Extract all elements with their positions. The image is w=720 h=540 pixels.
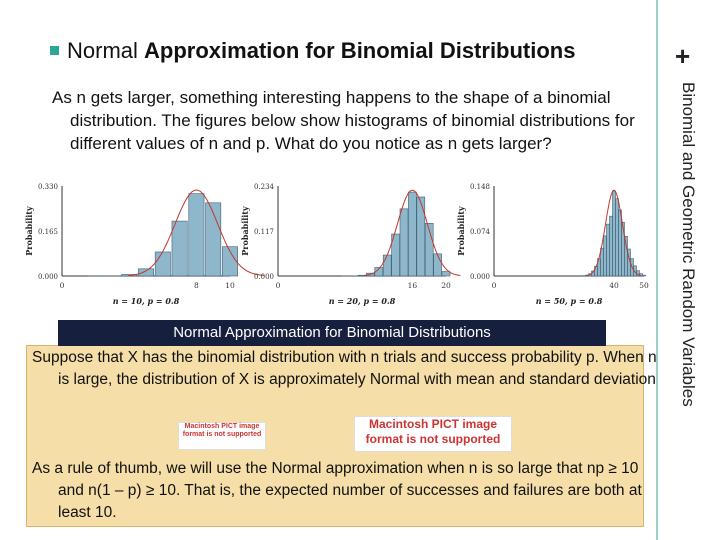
image-placeholder-mean: Macintosh PICT image format is not suppo… [178, 422, 266, 450]
image-placeholder-sd: Macintosh PICT image format is not suppo… [354, 416, 512, 452]
x-tick-label: 20 [441, 281, 451, 290]
x-tick-label: 40 [609, 281, 619, 290]
histogram-bar [399, 208, 409, 277]
histogram-bar [618, 209, 622, 277]
histogram-bar [612, 190, 616, 277]
histogram-bar [416, 196, 426, 277]
x-tick-label: 0 [60, 281, 65, 290]
side-title: Binomial and Geometric Random Variables [679, 82, 698, 407]
y-tick-label: 0.074 [470, 228, 491, 236]
histogram-bar [606, 223, 610, 277]
histogram-bar [188, 193, 205, 277]
y-tick-label: 0.000 [254, 273, 274, 281]
x-tick-label: 16 [408, 281, 418, 290]
histogram-bar [171, 220, 188, 277]
histogram-bar [600, 247, 604, 277]
histogram-bar [138, 268, 154, 277]
x-tick-label: 0 [492, 281, 497, 290]
histogram-bar [391, 233, 400, 277]
histogram-bar [408, 191, 417, 277]
slide-heading: Normal Approximation for Binomial Distri… [50, 36, 575, 66]
heading-bold: Approximation for Binomial Distributions [144, 38, 576, 63]
normal-curve [364, 189, 461, 276]
histogram-bar [424, 223, 434, 277]
y-tick-label: 0.330 [38, 183, 58, 191]
normal-curve [128, 189, 265, 276]
plus-icon: + [675, 41, 691, 71]
accent-divider-line [656, 0, 658, 540]
heading-plain: Normal [67, 38, 138, 63]
y-axis-label: Probability [456, 206, 466, 256]
histogram-bar [154, 251, 171, 277]
y-tick-label: 0.000 [470, 273, 490, 281]
y-axis-label: Probability [240, 206, 250, 256]
y-tick-label: 0.234 [254, 183, 275, 191]
definition-box [26, 345, 644, 527]
x-tick-label: 10 [225, 281, 235, 290]
x-axis-label: n = 10, p = 0.8 [113, 296, 180, 306]
histogram-bar [642, 274, 646, 277]
y-axis-label: Probability [24, 206, 34, 256]
square-bullet-icon [50, 45, 59, 55]
histogram-charts: 0.000 0.165 0.330 Probability 0 8 10 n = 10, p … [24, 183, 649, 306]
histogram-bar [609, 215, 613, 277]
y-tick-label: 0.117 [254, 228, 274, 236]
normal-curve [586, 189, 642, 276]
histogram-bar [615, 198, 619, 277]
histogram-bar [382, 254, 392, 277]
histogram-bar [433, 253, 442, 277]
histogram-bar [603, 235, 607, 277]
y-tick-label: 0.000 [38, 273, 58, 281]
histogram-bar [222, 246, 238, 277]
y-tick-label: 0.165 [38, 228, 58, 236]
x-tick-label: 0 [276, 281, 281, 290]
intro-paragraph: As n gets larger, something interesting … [52, 86, 642, 155]
x-axis-label: n = 20, p = 0.8 [329, 296, 396, 306]
y-tick-label: 0.148 [470, 183, 490, 191]
histogram-bar [441, 271, 451, 277]
definition-title: Normal Approximation for Binomial Distri… [58, 320, 606, 346]
x-tick-label: 8 [194, 281, 199, 290]
definition-text: Suppose that X has the binomial distribu… [32, 349, 657, 388]
intro-text: As n gets larger, something interesting … [52, 88, 635, 153]
rule-of-thumb-text: As a rule of thumb, we will use the Norm… [32, 460, 642, 521]
x-tick-label: 50 [639, 281, 649, 290]
x-axis-label: n = 50, p = 0.8 [536, 296, 603, 306]
